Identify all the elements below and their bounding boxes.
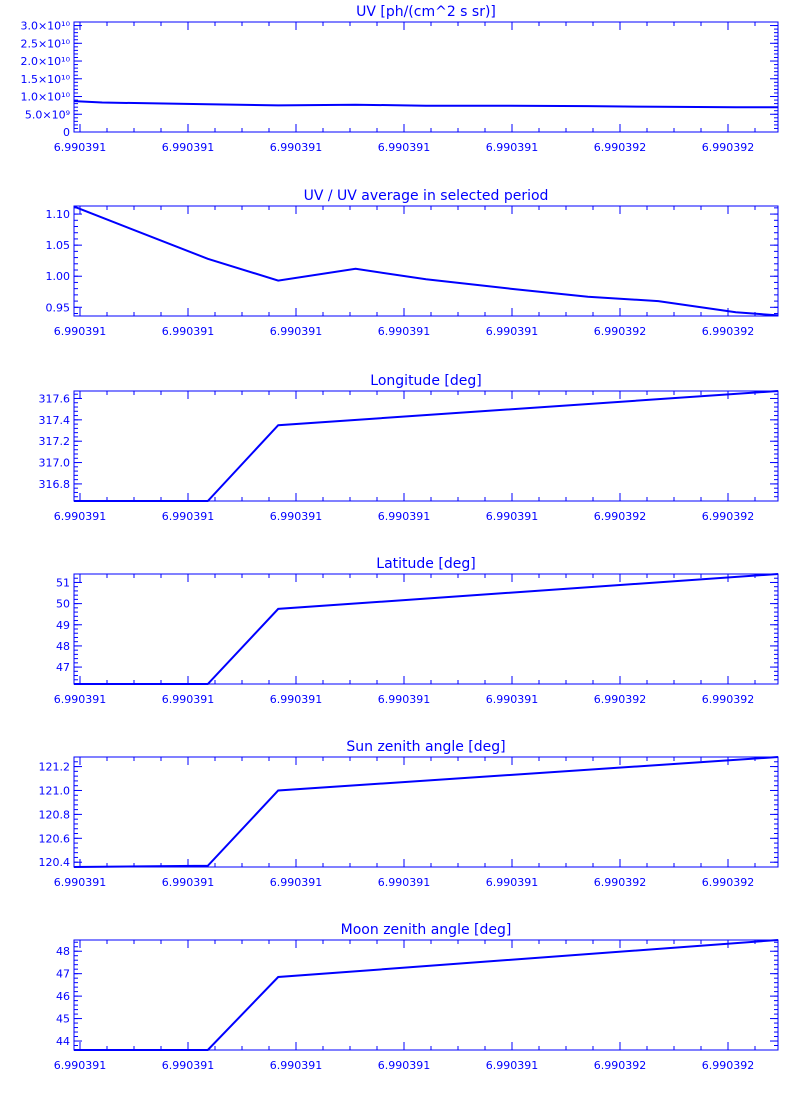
y-tick-label: 45 <box>56 1013 70 1026</box>
x-tick-label: 6.990392 <box>702 693 755 706</box>
x-tick-label: 6.990392 <box>594 325 647 338</box>
series-line <box>73 100 778 109</box>
x-tick-label: 6.990392 <box>702 1059 755 1072</box>
y-tick-label: 48 <box>56 640 70 653</box>
chart-title: Longitude [deg] <box>370 373 481 389</box>
x-tick-label: 6.990391 <box>486 510 539 523</box>
plot-frame <box>73 756 779 868</box>
x-tick-label: 6.990391 <box>54 510 107 523</box>
x-tick-label: 6.990391 <box>378 325 431 338</box>
x-tick-label: 6.990391 <box>270 1059 323 1072</box>
x-tick-label: 6.990392 <box>702 510 755 523</box>
x-tick-label: 6.990391 <box>270 325 323 338</box>
x-tick-label: 6.990392 <box>594 1059 647 1072</box>
chart-panel-3: Longitude [deg] 316.8 317.0 317.2 317.4 317.6… <box>39 373 779 523</box>
chart-title: UV / UV average in selected period <box>304 188 549 204</box>
y-tick-label: 50 <box>56 598 70 611</box>
x-tick-label: 6.990391 <box>486 141 539 154</box>
y-tick-label: 3.0×10¹⁰ <box>20 20 70 33</box>
x-tick-label: 6.990391 <box>162 1059 215 1072</box>
y-tick-label: 120.4 <box>39 856 71 869</box>
chart-title: Sun zenith angle [deg] <box>346 739 505 755</box>
chart-title: UV [ph/(cm^2 s sr)] <box>356 4 496 20</box>
y-tick-label: 1.05 <box>46 239 71 252</box>
x-tick-label: 6.990391 <box>54 693 107 706</box>
x-tick-label: 6.990391 <box>378 510 431 523</box>
y-tick-label: 0 <box>63 126 70 139</box>
y-tick-label: 120.8 <box>39 808 71 821</box>
x-tick-label: 6.990391 <box>270 510 323 523</box>
x-tick-label: 6.990391 <box>378 693 431 706</box>
y-tick-label: 317.4 <box>39 414 71 427</box>
chart-panel-6: Moon zenith angle [deg] 44 45 46 47 48 6.99039… <box>54 922 779 1072</box>
plot-frame <box>73 21 779 133</box>
x-tick-label: 6.990391 <box>486 1059 539 1072</box>
x-tick-label: 6.990391 <box>54 141 107 154</box>
x-tick-label: 6.990391 <box>270 141 323 154</box>
x-tick-label: 6.990391 <box>54 1059 107 1072</box>
x-tick-label: 6.990391 <box>162 325 215 338</box>
y-tick-label: 121.2 <box>39 761 71 774</box>
y-tick-label: 1.10 <box>46 208 71 221</box>
y-tick-label: 47 <box>56 968 70 981</box>
y-tick-label: 0.95 <box>46 301 71 314</box>
x-tick-label: 6.990391 <box>270 693 323 706</box>
y-tick-label: 49 <box>56 619 70 632</box>
y-tick-label: 1.00 <box>46 270 71 283</box>
y-tick-label: 1.0×10¹⁰ <box>20 91 70 104</box>
y-tick-label: 51 <box>56 576 70 589</box>
chart-panel-4: Latitude [deg] 47 48 49 50 51 6.990391 6.990391… <box>54 556 779 706</box>
x-tick-label: 6.990391 <box>54 876 107 889</box>
chart-panel-1: UV [ph/(cm^2 s sr)] 0 5.0×10⁹ 1.0×10¹⁰ 1.5×1… <box>20 4 779 154</box>
series-line <box>74 573 779 685</box>
x-tick-label: 6.990391 <box>486 325 539 338</box>
plot-frame <box>73 205 779 317</box>
x-tick-label: 6.990391 <box>54 325 107 338</box>
chart-panel-5: Sun zenith angle [deg] 120.4 120.6 120.8 121… <box>39 739 779 889</box>
y-tick-label: 317.0 <box>39 457 71 470</box>
series-line <box>73 756 779 868</box>
y-tick-label: 317.2 <box>39 435 71 448</box>
x-tick-label: 6.990391 <box>162 693 215 706</box>
x-tick-label: 6.990392 <box>594 876 647 889</box>
plot-frame <box>73 939 779 1051</box>
x-tick-label: 6.990391 <box>378 1059 431 1072</box>
plot-frame <box>73 573 779 685</box>
series-line <box>74 390 779 502</box>
x-tick-label: 6.990391 <box>486 693 539 706</box>
y-tick-label: 5.0×10⁹ <box>25 108 70 121</box>
x-tick-label: 6.990392 <box>702 141 755 154</box>
y-tick-label: 317.6 <box>39 392 71 405</box>
chart-title: Latitude [deg] <box>376 556 475 572</box>
x-tick-label: 6.990391 <box>162 876 215 889</box>
x-tick-label: 6.990391 <box>378 876 431 889</box>
x-tick-label: 6.990391 <box>378 141 431 154</box>
series-line <box>73 205 779 317</box>
chart-title: Moon zenith angle [deg] <box>341 922 512 938</box>
y-tick-label: 48 <box>56 945 70 958</box>
x-tick-label: 6.990392 <box>594 141 647 154</box>
x-tick-label: 6.990392 <box>594 510 647 523</box>
plot-frame <box>73 390 779 502</box>
chart-panel-2: UV / UV average in selected period 0.95 1.… <box>46 188 779 338</box>
y-tick-label: 44 <box>56 1035 70 1048</box>
x-tick-label: 6.990392 <box>702 876 755 889</box>
y-tick-label: 2.5×10¹⁰ <box>20 37 70 50</box>
x-tick-label: 6.990391 <box>270 876 323 889</box>
y-tick-label: 120.6 <box>39 832 71 845</box>
x-tick-label: 6.990392 <box>702 325 755 338</box>
y-tick-label: 47 <box>56 661 70 674</box>
x-tick-label: 6.990391 <box>486 876 539 889</box>
y-tick-label: 121.0 <box>39 784 71 797</box>
x-tick-label: 6.990391 <box>162 510 215 523</box>
y-tick-label: 2.0×10¹⁰ <box>20 55 70 68</box>
series-line <box>74 939 779 1051</box>
y-tick-label: 316.8 <box>39 478 71 491</box>
y-tick-label: 1.5×10¹⁰ <box>20 73 70 86</box>
x-tick-label: 6.990392 <box>594 693 647 706</box>
x-tick-label: 6.990391 <box>162 141 215 154</box>
y-tick-label: 46 <box>56 990 70 1003</box>
